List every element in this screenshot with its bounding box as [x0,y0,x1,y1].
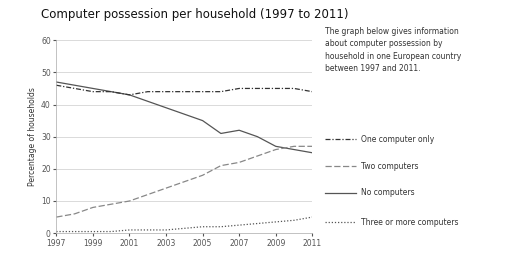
Text: Two computers: Two computers [361,162,418,171]
Y-axis label: Percentage of households: Percentage of households [28,87,37,186]
Text: One computer only: One computer only [361,135,434,144]
Text: Computer possession per household (1997 to 2011): Computer possession per household (1997 … [41,8,348,21]
Text: No computers: No computers [361,188,415,198]
Text: The graph below gives information
about computer possession by
household in one : The graph below gives information about … [325,27,461,73]
Text: Three or more computers: Three or more computers [361,218,458,227]
